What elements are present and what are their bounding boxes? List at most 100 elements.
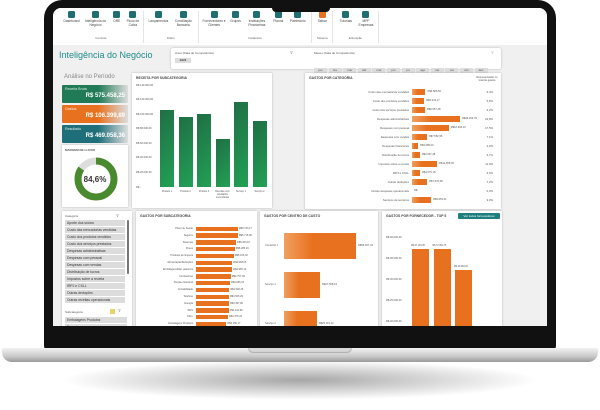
month-option[interactable]: fev [328,68,342,73]
value-label: R$4.656,15 [231,281,245,285]
category-option[interactable]: Aporte dos sócios [65,220,125,226]
chart-title: GASTOS POR CENTRO DE CUSTO [264,214,321,218]
ribbon-button[interactable]: Planos [271,11,285,36]
ribbon-button[interactable]: Fluxo de Caixa [126,11,140,36]
ribbon-button[interactable]: Dashboard [62,11,81,36]
month-option[interactable]: dez [474,68,488,73]
category-option[interactable]: Despesas administrativas [65,248,125,254]
filter-clear-icon[interactable]: ⊽ [116,213,119,218]
expense-bar [196,240,237,245]
margin-title: MARGEM DE LUCRO [65,148,96,152]
year-option[interactable]: 2024 [175,58,191,63]
subcategory-label: Plano de Saúde [175,227,193,230]
subcategory-label: Sistemas [182,240,193,244]
summary-title: Análise no Período [64,74,115,80]
month-option[interactable]: set [430,68,444,73]
ribbon-button[interactable]: Tutoriais [336,11,355,36]
kpi-label: Gastos [65,107,77,111]
subcategory-label: Combustível [179,274,193,278]
expense-bar [412,107,425,113]
category-option[interactable]: IRPJ e CSLL [65,283,125,289]
category-option[interactable]: Custo dos produtos vendidos [65,234,125,240]
ribbon-button[interactable]: Instituições Financeiras [244,11,269,36]
ribbon-button[interactable]: Lançamentos [147,11,170,36]
value-label: R$5.733,17 [239,227,252,230]
month-filter-label: Meses (Data de Competência) [314,51,355,55]
ribbon-button[interactable]: Grupos [228,11,242,36]
month-option[interactable]: jun [386,68,400,73]
ribbon-group: Tutoriais MPF Empresas Educação [333,11,379,43]
ribbon-button[interactable]: Inteligência do Negócio [83,11,108,36]
month-option[interactable]: jul [401,68,415,73]
ribbon-button[interactable]: DRE [110,11,124,36]
ribbon-button[interactable]: Fornecedores e Clientes [202,11,227,36]
month-option[interactable]: jan [314,68,327,73]
category-option[interactable]: Impostos sobre a receita [65,276,125,282]
pct-label: 7,2% [486,180,493,184]
category-option[interactable]: Despesas com pessoal [65,255,125,261]
multi-select-icon[interactable] [110,309,115,314]
category-label: Despesas financeiras [382,144,409,148]
filter-clear-icon[interactable]: ⊽ [491,50,494,55]
subcategory-option[interactable]: Energia [65,324,127,326]
category-label: Despesas com vendas [380,135,409,139]
month-option[interactable]: nov [459,68,473,73]
category-option[interactable]: Outras deduções [65,290,125,296]
month-option[interactable]: mai [372,68,386,73]
category-label: Serviços de terceiros [382,198,409,202]
see-all-suppliers-button[interactable]: Ver todos fornecedores [458,213,500,219]
supplier-bar [455,270,472,326]
expense-bar [196,321,227,326]
month-option[interactable]: ago [416,68,430,73]
value-label: R$ 37.149,95 [411,244,425,247]
pct-label: 9,0% [486,198,493,202]
ribbon-group-items: Tutoriais MPF Empresas [336,11,374,36]
value-label: R$ 37.091,75 [432,245,447,248]
kpi-value: R$ 575.458,25 [85,93,125,99]
category-option[interactable]: Outras receitas operacionais [65,297,125,303]
category-option[interactable]: Despesas com vendas [65,262,125,268]
category-option[interactable]: Distribuição de lucros [65,269,125,275]
pct-label: 17,5% [485,126,493,130]
expense-bar [284,311,317,326]
y-tick-label: R$ 35.000,00 [386,256,402,260]
slicer-panel: Categoria ⊽ Aporte dos sócios Custo das m… [62,211,132,326]
ribbon-button[interactable]: Conciliação Bancária [172,11,195,36]
category-label: Custo dos produtos vendidos [372,99,409,103]
ribbon-group-items: Dashboard Inteligência do Negócio DRE Fluxo… [62,11,140,36]
date-filter-panel: Anos (Data de Competência) 2024 ⊽ Meses … [171,48,501,73]
ribbon-groups: Dashboard Inteligência do Negócio DRE Fluxo… [59,11,379,43]
x-tick-label: Produto 1 [161,190,173,193]
month-option[interactable]: mar [343,68,357,73]
donut-value-arc [74,157,118,201]
kpi-card: Receita Bruta R$ 575.458,25 [62,85,128,103]
category-option[interactable]: Custo dos serviços prestados [65,241,125,247]
ribbon-button[interactable]: MPF Empresas [357,11,374,36]
y-tick-label: R$ 120.000,00 [136,98,154,102]
value-label: R$18.606,10 [450,126,466,129]
y-tick-label: R$ 60.000,00 [136,141,152,145]
kpi-value: R$ 469.058,36 [85,133,125,139]
expense-bar [196,314,229,320]
filter-clear-icon[interactable]: ⊽ [118,308,121,313]
y-tick-label: R$ 40.000,00 [136,156,152,160]
category-option[interactable]: Custo das mercadorias vendidas [65,227,125,233]
subcategory-label: Telefone [183,295,193,298]
scrollbar[interactable] [127,220,129,274]
subcategory-label: Simples Nacional [173,281,193,285]
y-tick-label: R$ 20.000,00 [386,319,402,323]
month-option[interactable]: out [445,68,459,73]
pct-label: 6,2% [486,108,493,112]
profit-margin-card: MARGEM DE LUCRO 84,6% [62,145,128,207]
ribbon-button[interactable]: Salvar [315,11,329,36]
expense-bar [196,253,234,259]
value-label: R$4.757,39 [231,274,245,278]
subcategory-option[interactable]: Embalagens Produtos [65,317,127,323]
month-option[interactable]: abr [357,68,371,73]
filter-clear-icon[interactable]: ⊽ [290,50,293,55]
ribbon-icon [113,11,121,18]
value-label: R$6.557,28 [426,108,441,111]
ribbon-button[interactable]: Patrimônio [287,11,308,36]
cost-center-label: Serviço 2 [265,322,276,325]
category-slicer-title: Categoria [65,214,79,218]
